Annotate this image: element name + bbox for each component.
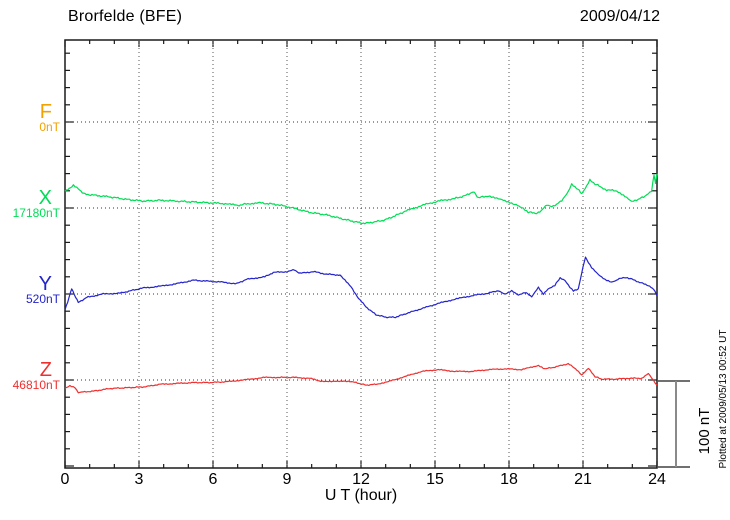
series-letter-X: X xyxy=(38,187,52,209)
x-tick-label: 12 xyxy=(352,471,370,488)
x-tick-label: 9 xyxy=(282,471,292,488)
x-tick-label: 15 xyxy=(426,471,444,488)
series-label-Z: Z 46810nT xyxy=(12,359,60,392)
x-tick-label: 6 xyxy=(208,471,218,488)
plot-date: 2009/04/12 xyxy=(579,8,660,25)
trace-Z xyxy=(64,362,658,394)
series-label-Y: Y 520nT xyxy=(25,273,60,306)
series-label-X: X 17180nT xyxy=(12,187,60,220)
series-letter-Z: Z xyxy=(39,359,52,381)
series-label-F: F 0nT xyxy=(39,101,60,134)
x-tick-label: 18 xyxy=(500,471,518,488)
trace-X xyxy=(64,173,658,225)
plotted-at-note: Plotted at 2009/05/13 00:52 UT xyxy=(718,329,729,469)
x-tick-label: 24 xyxy=(648,471,666,488)
scale-bar-label: 100 nT xyxy=(696,407,713,455)
series-baseline-value-Z: 46810nT xyxy=(12,378,60,392)
x-tick-label: 0 xyxy=(60,471,70,488)
trace-Y xyxy=(64,256,658,319)
series-letter-Y: Y xyxy=(38,273,52,295)
series-baseline-value-Y: 520nT xyxy=(25,292,60,306)
station-title: Brorfelde (BFE) xyxy=(68,8,183,25)
series-baseline-value-F: 0nT xyxy=(39,120,60,134)
x-tick-label: 3 xyxy=(134,471,144,488)
x-axis-title: U T (hour) xyxy=(324,487,398,504)
x-tick-label: 21 xyxy=(574,471,592,488)
series-letter-F: F xyxy=(39,101,52,123)
series-baseline-value-X: 17180nT xyxy=(12,206,60,220)
